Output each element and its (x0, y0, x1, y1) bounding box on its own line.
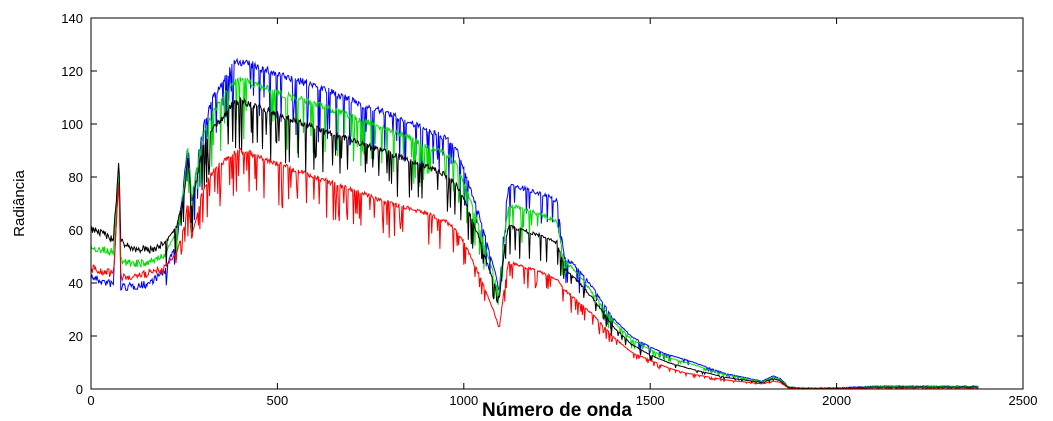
series-line-3 (90, 95, 979, 390)
x-tick-label: 0 (87, 393, 94, 408)
axis-ticks: 0 500 1000 1500 2000 2500 0 20 40 60 80 100 120 140 (61, 11, 1037, 408)
y-tick-label: 120 (61, 64, 83, 79)
y-tick-label: 0 (76, 382, 83, 397)
y-tick-label: 100 (61, 117, 83, 132)
series-line-4 (90, 147, 979, 390)
x-tick-label: 500 (267, 393, 289, 408)
y-tick-label: 40 (69, 276, 83, 291)
plot-area (90, 57, 979, 390)
x-tick-label: 2000 (822, 393, 851, 408)
y-tick-label: 80 (69, 170, 83, 185)
y-tick-label: 60 (69, 223, 83, 238)
x-tick-label: 1500 (636, 393, 665, 408)
x-tick-label: 2500 (1009, 393, 1038, 408)
x-axis-label: Número de onda (482, 400, 632, 421)
y-axis-label: Radiância (11, 169, 28, 236)
y-tick-label: 140 (61, 11, 83, 26)
series-line-1 (90, 57, 979, 390)
axes-box (90, 17, 1024, 390)
y-tick-label: 20 (69, 329, 83, 344)
x-tick-label: 1000 (449, 393, 478, 408)
series-line-2 (90, 76, 979, 390)
